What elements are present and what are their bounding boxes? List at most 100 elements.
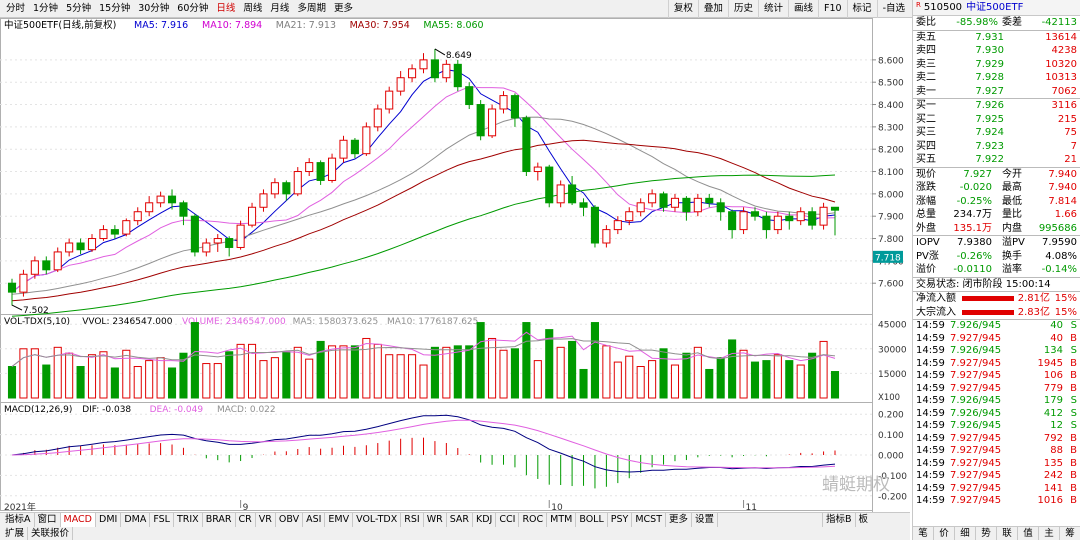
candle-body: [819, 206, 828, 226]
weicha-value: -42113: [1041, 17, 1077, 28]
macd-y-tick: 0.200: [878, 411, 904, 421]
period-tab[interactable]: 30分钟: [138, 3, 170, 14]
period-tab[interactable]: 日线: [216, 3, 236, 14]
candle: [76, 238, 85, 255]
indicator-tab[interactable]: RSI: [401, 513, 424, 527]
indicator-tab[interactable]: 设置: [692, 513, 719, 527]
bid-level[interactable]: 买一 7.926 3116: [913, 99, 1080, 113]
period-tab[interactable]: 周线: [243, 3, 263, 14]
indicator-tab[interactable]: WR: [424, 513, 447, 527]
candle: [773, 211, 782, 235]
period-tab[interactable]: 1分钟: [33, 3, 59, 14]
indicator-tab[interactable]: 窗口: [35, 513, 61, 527]
indicator-tab[interactable]: KDJ: [473, 513, 497, 527]
quote-tab[interactable]: 主: [1039, 527, 1060, 540]
candle-body: [659, 193, 668, 208]
candle-body: [316, 162, 325, 181]
bid-level[interactable]: 买四 7.923 7: [913, 140, 1080, 154]
tool-button[interactable]: 标记: [846, 0, 877, 18]
indicator-tab[interactable]: MACD: [60, 513, 96, 527]
tick-row: 14:59 7.926/945 134 S: [913, 345, 1080, 358]
indicator-tab[interactable]: BOLL: [576, 513, 608, 527]
candle-body: [648, 193, 657, 204]
indicator-tab[interactable]: CR: [236, 513, 256, 527]
ask-level[interactable]: 卖一 7.927 7062: [913, 85, 1080, 99]
candle: [682, 196, 691, 221]
indicator-tab[interactable]: ROC: [519, 513, 548, 527]
tool-button[interactable]: 叠加: [697, 0, 728, 18]
quote-tab[interactable]: 值: [1018, 527, 1039, 540]
quote-tab[interactable]: 联: [997, 527, 1018, 540]
period-tab[interactable]: 5分钟: [66, 3, 92, 14]
tool-button[interactable]: 历史: [727, 0, 758, 18]
indicator-tab[interactable]: BRAR: [203, 513, 236, 527]
candle-body: [442, 63, 451, 79]
candle-body: [99, 229, 108, 240]
indicator-tab[interactable]: VR: [256, 513, 276, 527]
indicator-tab[interactable]: DMA: [121, 513, 151, 527]
candle-body: [236, 224, 245, 248]
quote-tab[interactable]: 笔: [913, 527, 934, 540]
tool-button[interactable]: 画线: [787, 0, 818, 18]
volume-bar: [625, 355, 634, 399]
volume-bar: [270, 357, 279, 399]
indicator-tab[interactable]: 扩展: [2, 527, 29, 540]
indicator-tab[interactable]: 更多: [666, 513, 693, 527]
indicator-tab[interactable]: VOL-TDX: [353, 513, 402, 527]
indicator-tab[interactable]: CCI: [496, 513, 520, 527]
indicator-tab[interactable]: ASI: [303, 513, 326, 527]
ask-level[interactable]: 卖二 7.928 10313: [913, 71, 1080, 85]
webi-row: 委比 -85.98% 委差 -42113: [913, 16, 1080, 30]
tool-button[interactable]: -自选: [876, 0, 910, 18]
volume-bar: [305, 358, 314, 399]
candle: [373, 104, 382, 132]
indicator-tab[interactable]: MTM: [547, 513, 577, 527]
bottom-right-tab[interactable]: 板: [854, 513, 872, 527]
quote-tab[interactable]: 筹: [1060, 527, 1080, 540]
tick-volume: 779: [1043, 382, 1063, 394]
period-tab[interactable]: 分时: [6, 3, 26, 14]
indicator-tab[interactable]: PSY: [608, 513, 633, 527]
period-tab[interactable]: 更多: [333, 3, 353, 14]
ask-level[interactable]: 卖四 7.930 4238: [913, 44, 1080, 58]
divider: [913, 29, 1080, 31]
indicator-tab[interactable]: EMV: [325, 513, 354, 527]
indicator-tab[interactable]: 指标A: [2, 513, 35, 527]
quote-tab[interactable]: 细: [955, 527, 976, 540]
indicator-tab[interactable]: TRIX: [174, 513, 203, 527]
volume-bar: [373, 343, 382, 399]
period-tab[interactable]: 60分钟: [177, 3, 209, 14]
period-tab[interactable]: 15分钟: [99, 3, 131, 14]
indicator-tab[interactable]: OBV: [276, 513, 304, 527]
ask-level[interactable]: 卖五 7.931 13614: [913, 31, 1080, 45]
volume-bar: [316, 340, 325, 399]
bid-level[interactable]: 买二 7.925 215: [913, 113, 1080, 127]
indicator-tab[interactable]: SAR: [447, 513, 473, 527]
period-tab[interactable]: 月线: [270, 3, 290, 14]
level-label: 卖四: [916, 45, 936, 56]
volume-bar: [385, 354, 394, 399]
row-label-2: 内盘: [1002, 222, 1022, 234]
indicator-tab[interactable]: DMI: [96, 513, 122, 527]
price-tag-label: 7.718: [875, 253, 901, 263]
tick-price: 7.927/945: [950, 357, 1002, 369]
tick-time: 14:59: [916, 445, 945, 456]
chart-area[interactable]: 8.600 8.500 8.400 8.300 8.200 8.100 8.000 7.900…: [0, 18, 910, 513]
bid-level[interactable]: 买五 7.922 21: [913, 153, 1080, 167]
candle-body: [110, 229, 119, 235]
tool-button[interactable]: 统计: [757, 0, 788, 18]
tool-button[interactable]: 复权: [667, 0, 698, 18]
quote-tab[interactable]: 势: [976, 527, 997, 540]
quote-tab[interactable]: 价: [934, 527, 955, 540]
kline-chart[interactable]: 8.600 8.500 8.400 8.300 8.200 8.100 8.000 7.900…: [0, 18, 910, 513]
tool-button[interactable]: F10: [817, 0, 847, 18]
ask-level[interactable]: 卖三 7.929 10320: [913, 58, 1080, 72]
volume-bar: [65, 352, 74, 399]
bid-level[interactable]: 买三 7.924 75: [913, 126, 1080, 140]
bottom-right-tab[interactable]: 指标B: [822, 513, 855, 527]
indicator-tab[interactable]: FSL: [150, 513, 174, 527]
indicator-tab[interactable]: 关联报价: [28, 527, 74, 540]
row-label: 总量: [916, 209, 936, 220]
indicator-tab[interactable]: MCST: [632, 513, 667, 527]
period-tab[interactable]: 多周期: [297, 3, 326, 14]
